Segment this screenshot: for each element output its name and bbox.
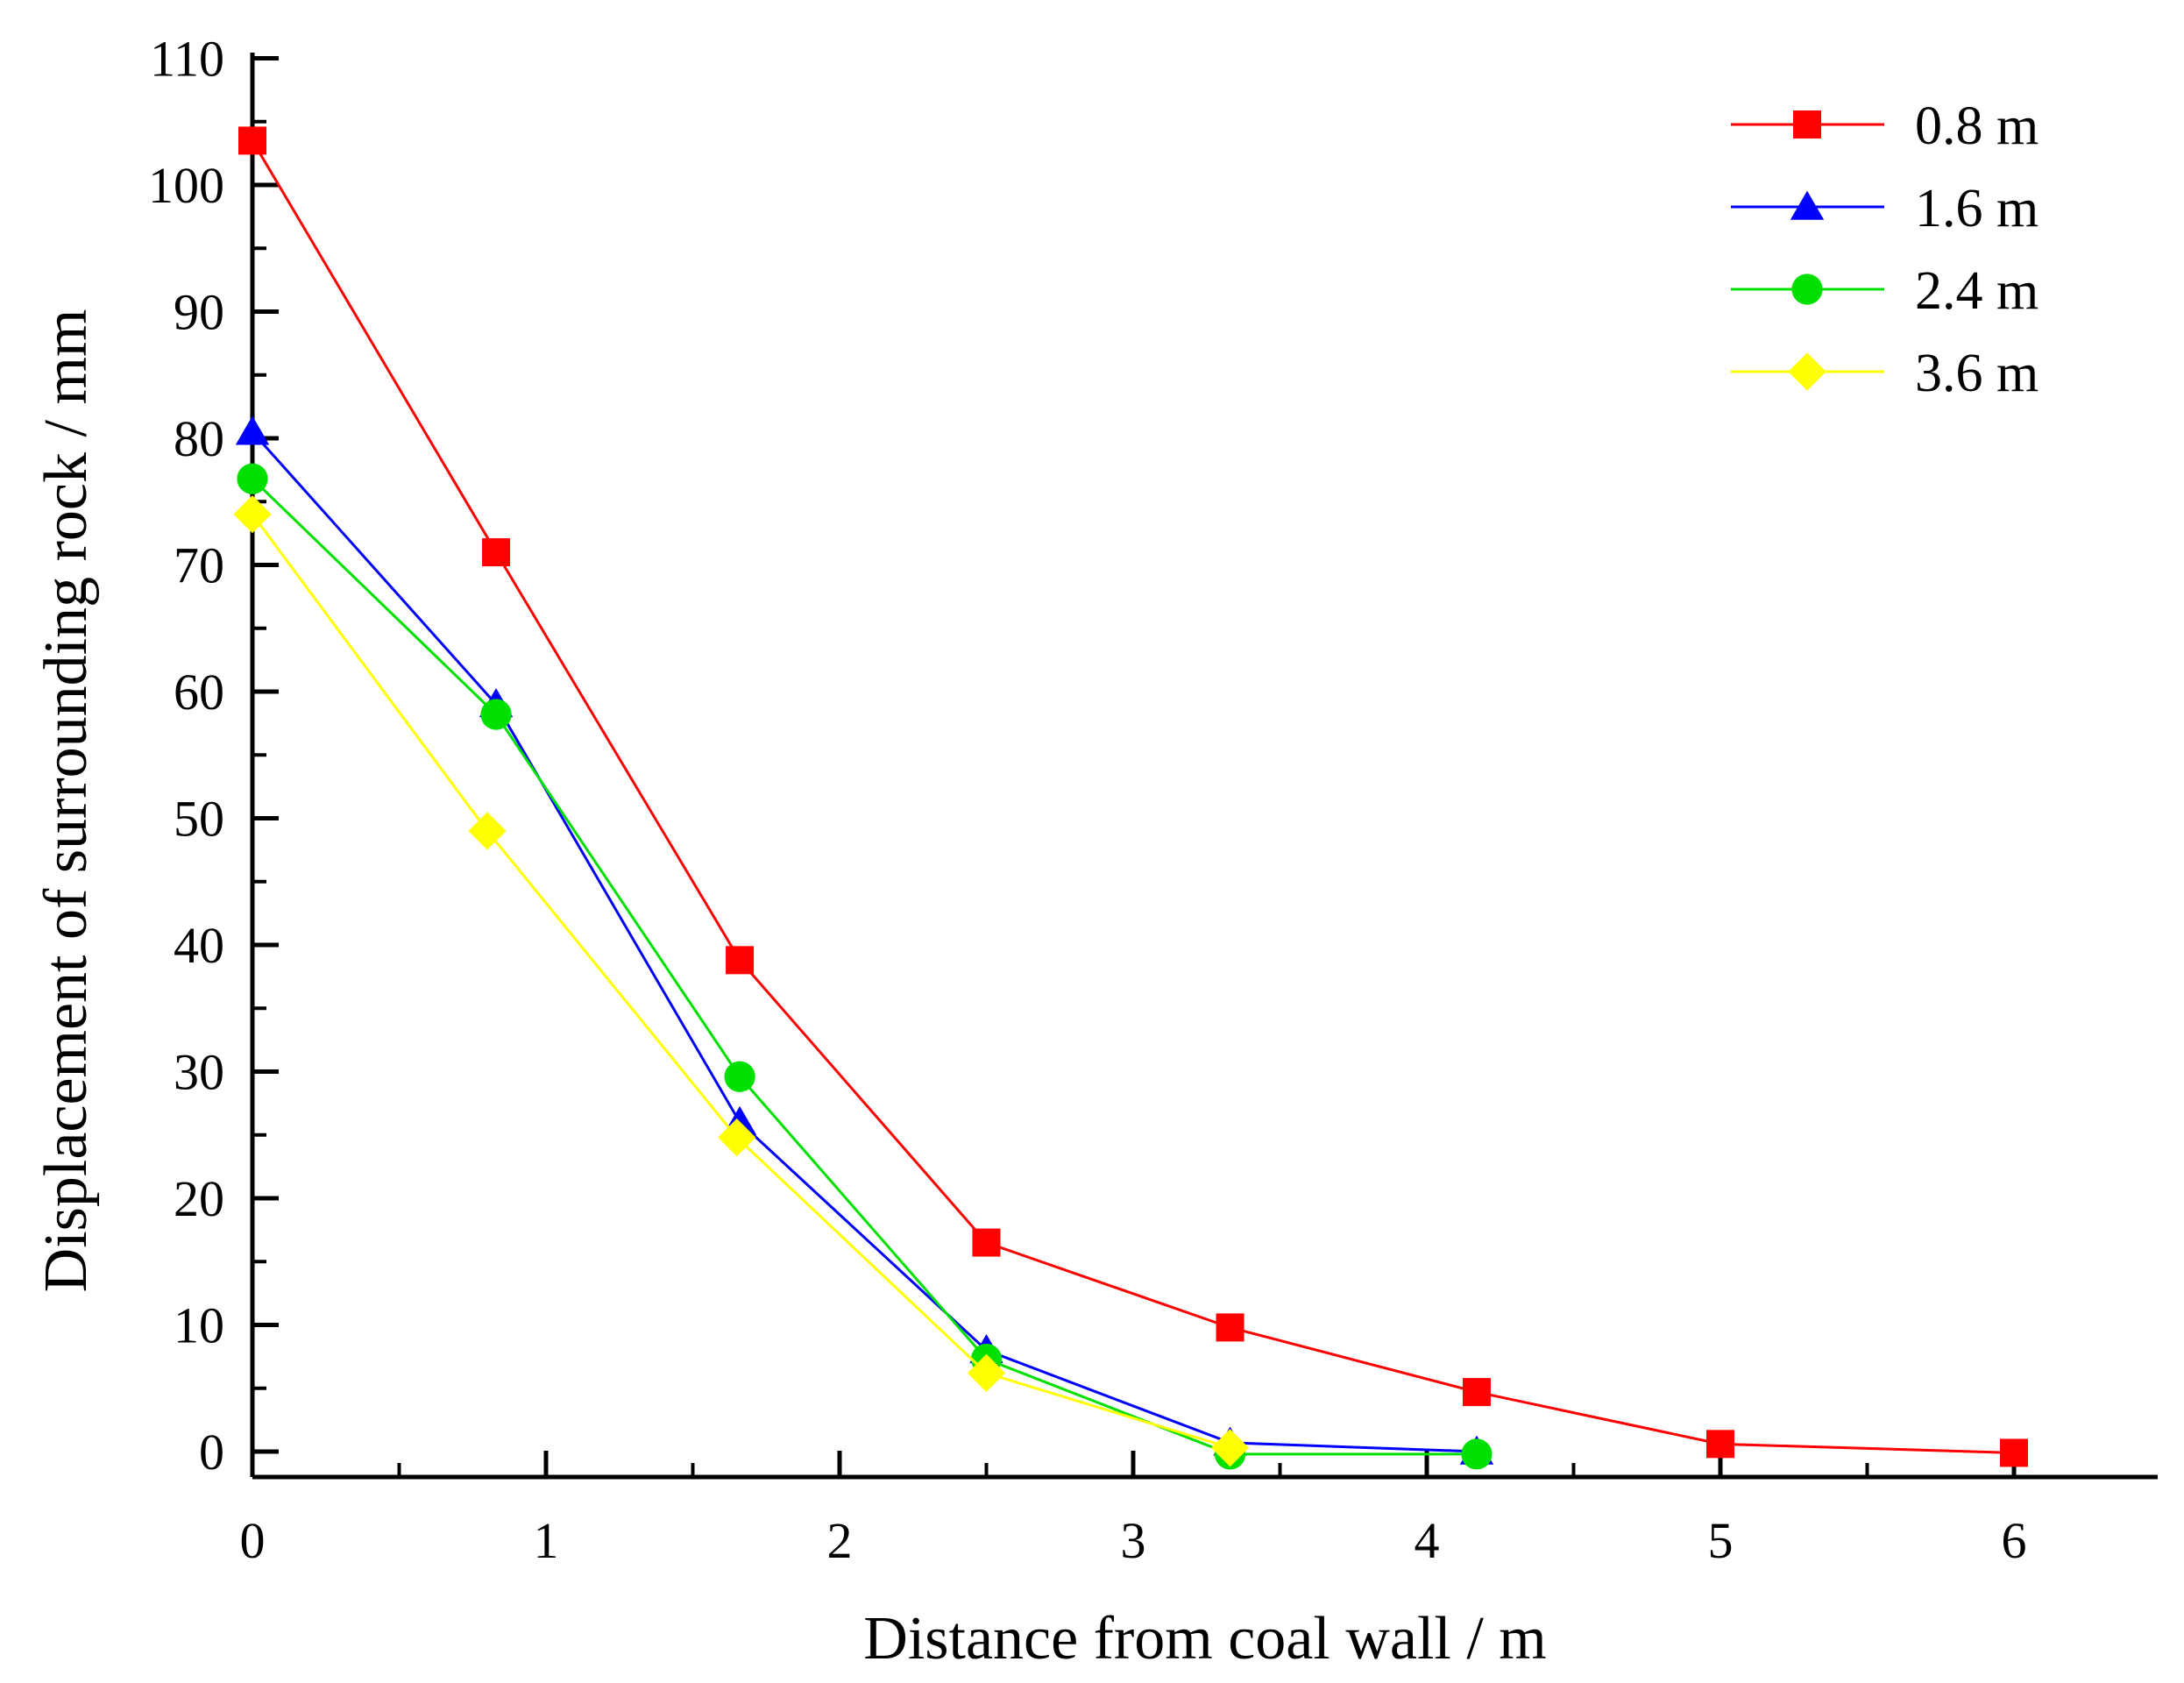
axes [250, 53, 2158, 1480]
legend-marker [1790, 190, 1825, 220]
legend-label: 3.6 m [1915, 344, 2039, 403]
data-point [1462, 1378, 1491, 1407]
x-axis-title: Distance from coal wall / m [863, 1605, 1546, 1672]
data-point [967, 1353, 1006, 1393]
y-tick-label: 10 [174, 1297, 224, 1354]
legend-label: 1.6 m [1915, 179, 2039, 238]
series-3-6-m [233, 495, 1250, 1467]
y-tick-label: 80 [174, 410, 224, 467]
series-line [251, 478, 1477, 1456]
data-point [724, 1061, 755, 1092]
y-tick-label: 30 [174, 1044, 224, 1101]
data-point [718, 1118, 756, 1157]
y-tick-label: 60 [174, 664, 224, 721]
series-layer [233, 126, 2028, 1470]
series-2-4-m [237, 463, 1493, 1470]
data-point [2000, 1438, 2028, 1467]
y-tick-label: 20 [174, 1170, 224, 1227]
legend-item: 0.8 m [1731, 96, 2039, 156]
x-tick-label: 3 [1121, 1512, 1146, 1569]
y-axis-title: Displacement of surrounding rock / mm [32, 309, 100, 1293]
series-line [251, 430, 1478, 1453]
x-tick-label: 1 [534, 1512, 559, 1569]
legend-item: 1.6 m [1731, 179, 2039, 238]
data-point [482, 538, 511, 567]
x-tick-label: 6 [2002, 1512, 2027, 1569]
data-point [235, 415, 270, 445]
legend-label: 0.8 m [1915, 96, 2039, 156]
y-tick-label: 110 [150, 31, 224, 88]
legend-marker [1788, 352, 1826, 391]
data-point [1216, 1313, 1244, 1342]
data-point [972, 1228, 1001, 1257]
legend-label: 2.4 m [1915, 261, 2039, 321]
legend: 0.8 m 1.6 m 2.4 m 3.6 m [1731, 96, 2039, 403]
legend-item: 3.6 m [1731, 344, 2039, 403]
x-ticks: 0 1 2 3 4 5 6 [240, 1451, 2027, 1569]
series-0-8-m [238, 126, 2028, 1467]
data-point [233, 495, 272, 534]
data-point [237, 463, 268, 494]
legend-marker [1791, 273, 1823, 305]
legend-item: 2.4 m [1731, 261, 2039, 321]
y-ticks: 0 10 20 30 40 50 60 70 80 90 100 110 [148, 31, 279, 1481]
x-tick-label: 2 [827, 1512, 853, 1569]
data-point [468, 812, 507, 850]
data-point [238, 126, 266, 155]
y-tick-label: 0 [199, 1424, 224, 1481]
data-point [726, 946, 755, 975]
y-tick-label: 70 [174, 537, 224, 594]
y-tick-label: 50 [174, 791, 224, 848]
series-1-6-m [235, 415, 1494, 1465]
legend-marker [1793, 110, 1821, 138]
y-tick-label: 40 [174, 917, 224, 974]
series-line [251, 513, 1230, 1450]
data-point [1210, 1429, 1250, 1467]
x-tick-label: 0 [240, 1512, 266, 1569]
x-tick-label: 4 [1415, 1512, 1440, 1569]
y-tick-label: 90 [174, 284, 224, 341]
data-point [1706, 1430, 1734, 1459]
series-line [251, 139, 2015, 1454]
x-tick-label: 5 [1708, 1512, 1734, 1569]
data-point [1461, 1438, 1493, 1470]
y-tick-label: 100 [148, 157, 224, 214]
data-point [480, 699, 512, 730]
